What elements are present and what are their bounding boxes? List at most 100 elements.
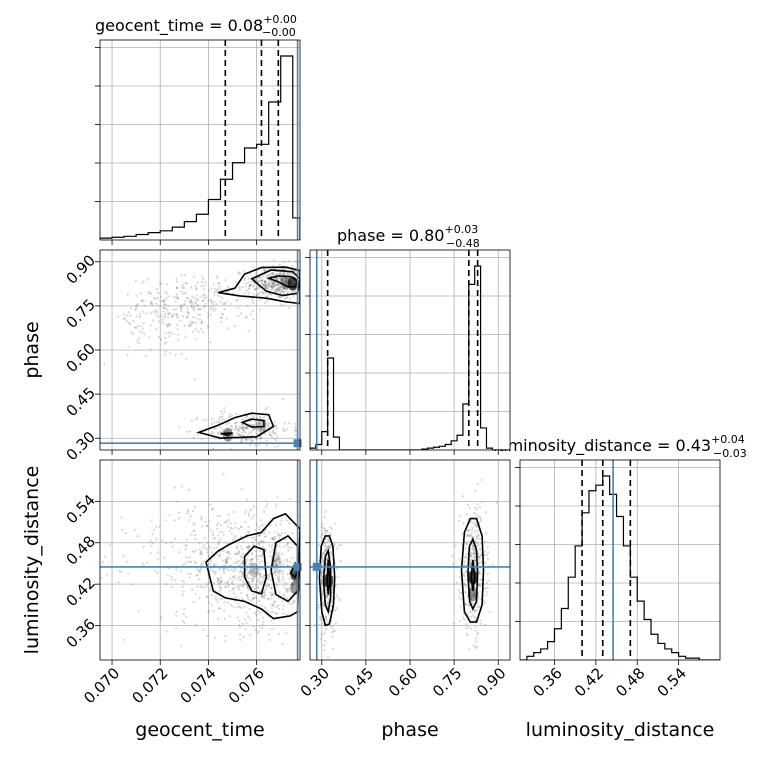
scatter-point xyxy=(272,564,275,567)
scatter-point xyxy=(286,542,289,545)
scatter-point xyxy=(245,546,249,549)
scatter-point xyxy=(323,542,326,545)
scatter-point xyxy=(479,548,482,552)
scatter-point xyxy=(241,585,244,588)
scatter-point xyxy=(283,290,286,293)
scatter-point xyxy=(287,259,290,263)
scatter-point xyxy=(174,300,177,303)
scatter-point xyxy=(209,546,212,549)
scatter-point xyxy=(464,590,467,593)
scatter-point xyxy=(155,328,158,331)
scatter-point xyxy=(138,312,142,316)
scatter-point xyxy=(255,596,258,600)
scatter-point xyxy=(191,510,195,513)
x-tick-label-luminosity_distance: 0.54 xyxy=(654,664,690,700)
panel-frame xyxy=(519,459,721,661)
scatter-point xyxy=(274,288,277,291)
scatter-point xyxy=(145,561,149,564)
scatter-point xyxy=(222,567,225,570)
scatter-point xyxy=(190,588,194,591)
scatter-point xyxy=(202,293,205,296)
scatter-point xyxy=(474,513,478,516)
scatter-point xyxy=(186,310,189,313)
scatter-point xyxy=(274,438,278,442)
scatter-point xyxy=(302,593,304,595)
scatter-point xyxy=(196,297,199,300)
scatter-point xyxy=(286,542,290,545)
scatter-point xyxy=(474,530,477,533)
scatter-point xyxy=(183,324,186,327)
scatter-point xyxy=(223,307,226,311)
scatter-point xyxy=(320,582,323,585)
scatter-point xyxy=(223,410,226,413)
scatter-point xyxy=(331,627,334,630)
scatter-point xyxy=(474,559,477,562)
scatter-point xyxy=(482,600,485,603)
scatter-point xyxy=(262,591,265,594)
scatter-point xyxy=(156,297,160,300)
scatter-point xyxy=(485,531,488,535)
scatter-point xyxy=(252,571,255,574)
scatter-point xyxy=(223,418,226,421)
scatter-point xyxy=(269,434,272,437)
scatter-point xyxy=(182,580,186,584)
scatter-point xyxy=(287,273,290,276)
scatter-point xyxy=(276,570,279,573)
scatter-point xyxy=(191,316,194,319)
scatter-point xyxy=(469,551,473,554)
scatter-point xyxy=(233,562,236,565)
scatter-point xyxy=(463,574,466,578)
scatter-point xyxy=(238,605,242,608)
scatter-point xyxy=(206,524,209,528)
scatter-point xyxy=(487,551,490,554)
scatter-point xyxy=(467,604,470,607)
scatter-point xyxy=(221,412,224,415)
scatter-point xyxy=(163,298,166,302)
scatter-point xyxy=(473,594,476,597)
scatter-point xyxy=(266,282,270,286)
density-core xyxy=(467,587,478,602)
scatter-point xyxy=(300,573,302,575)
scatter-point xyxy=(329,625,332,628)
scatter-point xyxy=(162,299,165,303)
scatter-point xyxy=(474,616,477,619)
scatter-point xyxy=(250,431,253,434)
scatter-point xyxy=(220,312,223,316)
scatter-point xyxy=(281,578,285,581)
scatter-point xyxy=(230,532,233,536)
scatter-point xyxy=(226,525,230,528)
scatter-point xyxy=(265,584,268,587)
scatter-point xyxy=(234,552,237,556)
scatter-point xyxy=(165,283,168,286)
scatter-point xyxy=(135,294,138,297)
scatter-point xyxy=(281,427,284,430)
scatter-point xyxy=(219,426,223,429)
scatter-point xyxy=(286,564,289,567)
scatter-point xyxy=(187,315,190,318)
scatter-point xyxy=(197,330,200,333)
scatter-point xyxy=(189,324,193,327)
panel-luminosity_distance-vs-phase xyxy=(305,459,511,665)
scatter-point xyxy=(177,339,180,342)
scatter-point xyxy=(254,555,257,558)
scatter-point xyxy=(277,444,280,448)
scatter-point xyxy=(238,633,242,636)
scatter-point xyxy=(294,260,297,263)
scatter-point xyxy=(230,428,233,431)
scatter-point xyxy=(254,587,257,590)
scatter-point xyxy=(241,426,244,429)
scatter-point xyxy=(236,586,239,589)
scatter-point xyxy=(320,580,324,583)
x-tick-label-geocent_time: 0.070 xyxy=(80,664,123,707)
scatter-point xyxy=(473,596,476,599)
scatter-point xyxy=(247,598,250,601)
scatter-point xyxy=(474,560,477,563)
scatter-point xyxy=(275,282,279,286)
scatter-point xyxy=(469,534,472,537)
scatter-point xyxy=(287,546,290,549)
scatter-point xyxy=(255,279,258,282)
scatter-point xyxy=(258,550,262,553)
scatter-point xyxy=(255,271,258,274)
scatter-point xyxy=(253,282,256,285)
scatter-point xyxy=(159,300,162,303)
